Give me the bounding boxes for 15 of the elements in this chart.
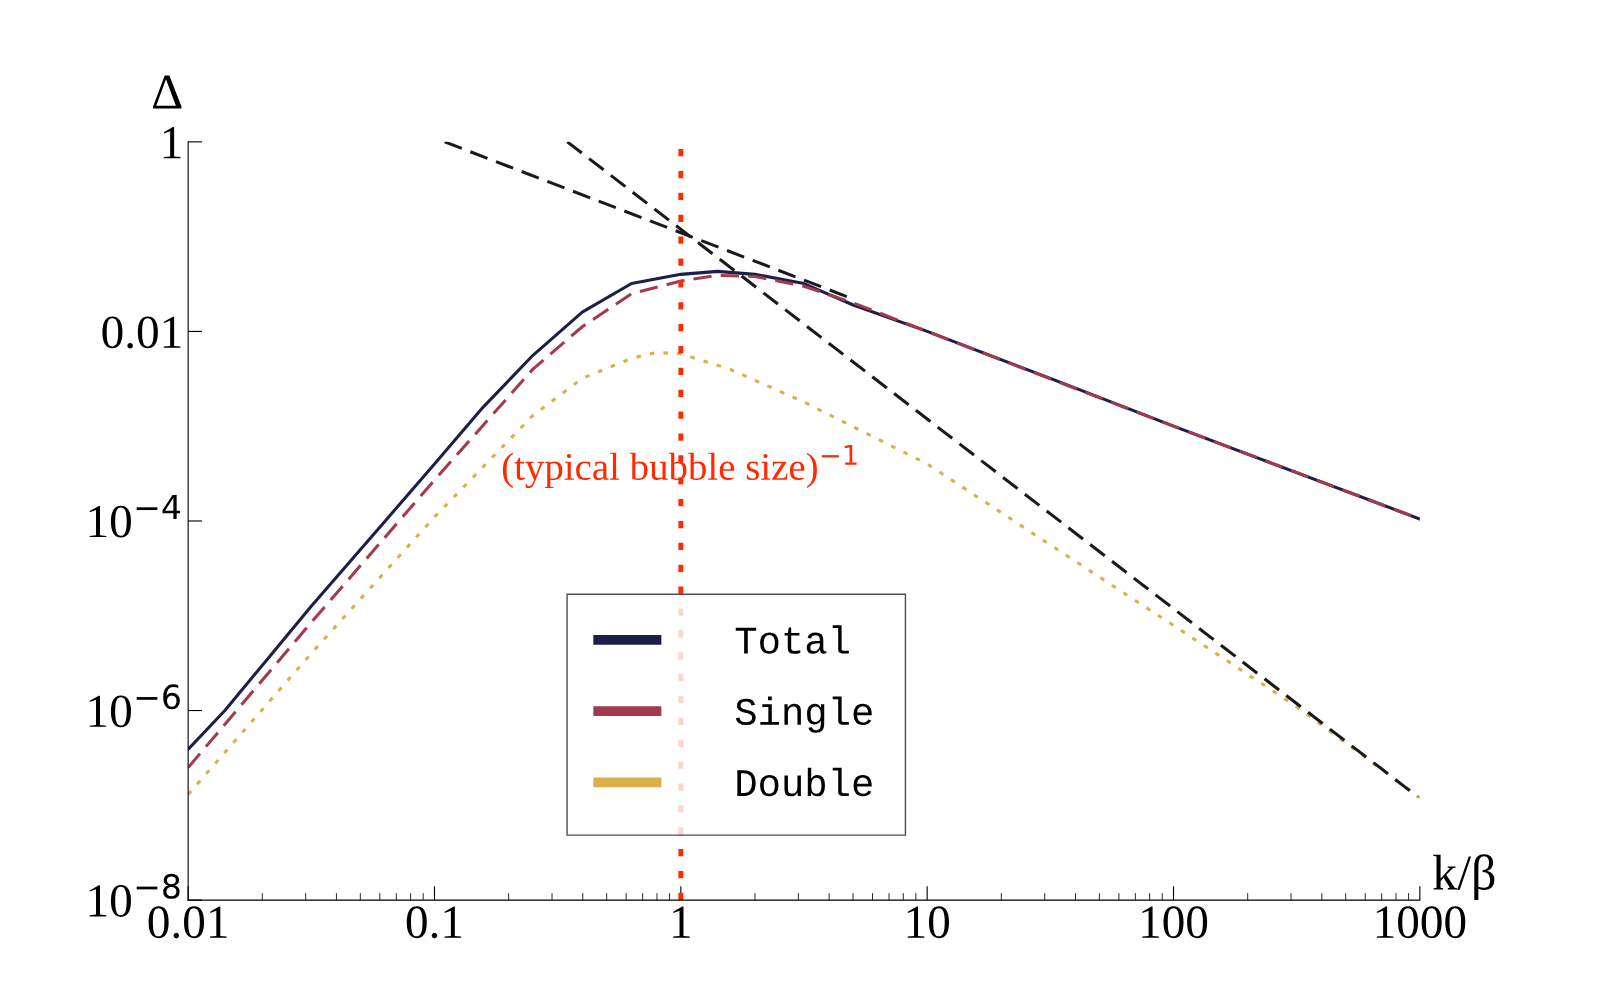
- x-tick-label: 0.1: [406, 906, 462, 939]
- x-tick-label: 1000: [1376, 906, 1466, 939]
- x-tick-label: 100: [1142, 906, 1208, 939]
- x-axis-title: k/β: [1433, 854, 1495, 901]
- legend-label: Double: [737, 767, 872, 797]
- legend-label: Total: [735, 625, 849, 654]
- x-tick-label: 1: [673, 906, 690, 938]
- y-tick-label: 10$^{−4}$: [89, 494, 181, 538]
- x-tick-label: 10: [907, 906, 949, 939]
- y-tick-label: 10$^{−6}$: [89, 684, 180, 728]
- legend-label: Single: [735, 696, 872, 733]
- y-axis-title: Δ: [153, 75, 182, 109]
- ref-line-label: (typical bubble size)$^{−1}$: [502, 444, 857, 489]
- y-tick-label: 0.01: [102, 316, 181, 349]
- y-tick-label: 1: [163, 127, 181, 159]
